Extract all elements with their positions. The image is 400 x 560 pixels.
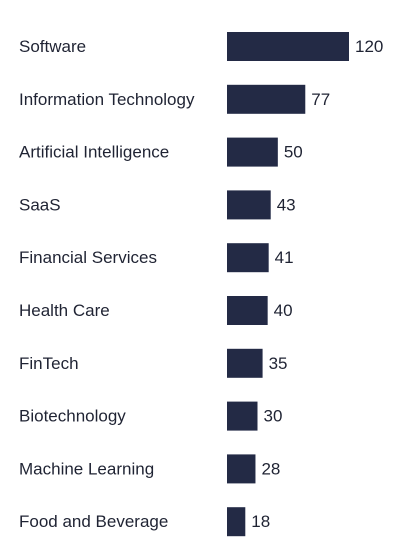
value-label: 28: [261, 459, 280, 478]
bar: [227, 296, 268, 325]
value-label: 43: [277, 195, 296, 214]
category-label: Financial Services: [19, 248, 157, 267]
value-label: 35: [269, 354, 288, 373]
category-label: Machine Learning: [19, 459, 154, 478]
bar: [227, 401, 258, 431]
bar: [227, 348, 263, 378]
category-label: FinTech: [19, 354, 79, 373]
value-label: 30: [264, 407, 283, 426]
value-label: 50: [284, 143, 303, 162]
category-label: Artificial Intelligence: [19, 143, 169, 162]
bar: [227, 507, 246, 537]
bar: [227, 84, 306, 114]
bar: [227, 454, 256, 484]
category-label: SaaS: [19, 195, 61, 214]
bar: [227, 190, 271, 220]
category-label: Health Care: [19, 301, 110, 320]
value-label: 18: [251, 512, 270, 531]
value-label: 120: [355, 37, 383, 56]
category-label: Food and Beverage: [19, 512, 168, 531]
category-label: Information Technology: [19, 90, 195, 109]
bar: [227, 32, 349, 61]
category-label: Software: [19, 37, 86, 56]
value-label: 41: [275, 248, 294, 267]
bar: [227, 137, 278, 167]
category-label: Biotechnology: [19, 407, 126, 426]
value-label: 77: [311, 90, 330, 109]
value-label: 40: [274, 301, 293, 320]
bar: [227, 243, 269, 273]
bars-layer: Software 120 Information Technology 77 Artif…: [19, 32, 383, 537]
